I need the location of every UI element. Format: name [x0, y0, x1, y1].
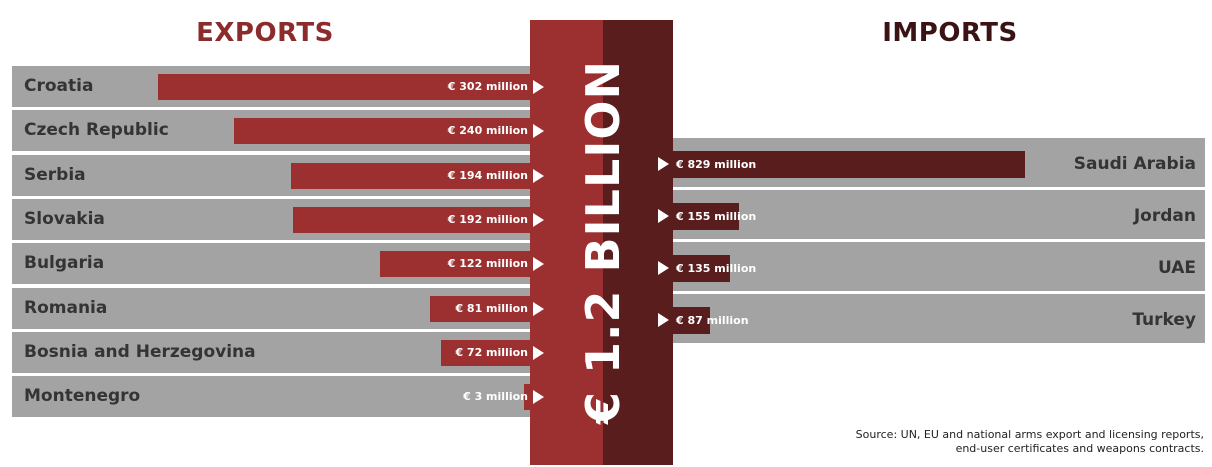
export-country-label: Bosnia and Herzegovina	[24, 341, 256, 362]
export-country-label: Slovakia	[24, 208, 105, 229]
total-value-label: € 1.2 BILLION	[576, 59, 630, 425]
export-arrow-marker	[533, 301, 544, 316]
imports-heading: IMPORTS	[882, 18, 1018, 48]
export-country-label: Romania	[24, 297, 108, 318]
import-arrow-marker	[658, 261, 669, 275]
export-bar	[291, 162, 530, 189]
export-bar	[441, 339, 530, 366]
import-country-label: UAE	[1157, 258, 1196, 278]
source-note: Source: UN, EU and national arms export …	[856, 428, 1204, 456]
export-value-label: € 192 million	[447, 212, 528, 226]
export-country-label: Serbia	[24, 164, 86, 185]
export-arrow-marker	[533, 390, 544, 405]
import-arrow-marker	[658, 209, 669, 223]
export-country-label: Czech Republic	[24, 120, 169, 141]
export-country-label: Bulgaria	[24, 253, 105, 274]
export-arrow-marker	[533, 80, 544, 94]
export-value-label: € 72 million	[455, 345, 528, 359]
export-value-label: € 240 million	[447, 124, 528, 138]
total-column-right	[603, 20, 673, 465]
export-bar	[234, 118, 530, 145]
export-value-label: € 302 million	[447, 80, 528, 93]
export-value-label: € 122 million	[447, 257, 528, 271]
export-country-label: Croatia	[24, 76, 94, 96]
import-bar	[673, 255, 731, 282]
export-bar	[379, 251, 530, 278]
export-country-label: Montenegro	[24, 386, 141, 407]
export-bar	[293, 206, 530, 233]
export-value-label: € 81 million	[455, 301, 528, 315]
export-bar	[158, 74, 530, 100]
export-value-label: € 194 million	[447, 168, 528, 182]
export-arrow-marker	[533, 124, 544, 139]
import-country-label: Saudi Arabia	[1073, 154, 1196, 174]
import-bar	[673, 307, 710, 334]
import-bar	[673, 203, 739, 230]
import-country-label: Jordan	[1133, 206, 1196, 226]
import-row	[673, 190, 1205, 239]
export-row	[12, 376, 530, 418]
import-value-label: € 829 million	[676, 158, 757, 171]
import-bar	[673, 151, 1025, 178]
import-row	[673, 294, 1205, 343]
export-arrow-marker	[533, 212, 544, 227]
import-value-label: € 135 million	[676, 262, 757, 275]
exports-heading: EXPORTS	[196, 18, 334, 48]
import-value-label: € 155 million	[676, 210, 757, 223]
export-arrow-marker	[533, 345, 544, 360]
import-arrow-marker	[658, 157, 669, 171]
import-arrow-marker	[658, 313, 669, 327]
export-arrow-marker	[533, 168, 544, 183]
source-line-2: end-user certificates and weapons contra…	[955, 442, 1204, 455]
export-bar	[430, 295, 530, 322]
export-bar	[524, 384, 530, 411]
import-country-label: Turkey	[1132, 310, 1196, 330]
export-value-label: € 3 million	[463, 390, 528, 404]
import-row	[673, 242, 1205, 291]
source-line-1: Source: UN, EU and national arms export …	[855, 428, 1204, 441]
export-arrow-marker	[533, 257, 544, 272]
import-value-label: € 87 million	[676, 314, 749, 327]
